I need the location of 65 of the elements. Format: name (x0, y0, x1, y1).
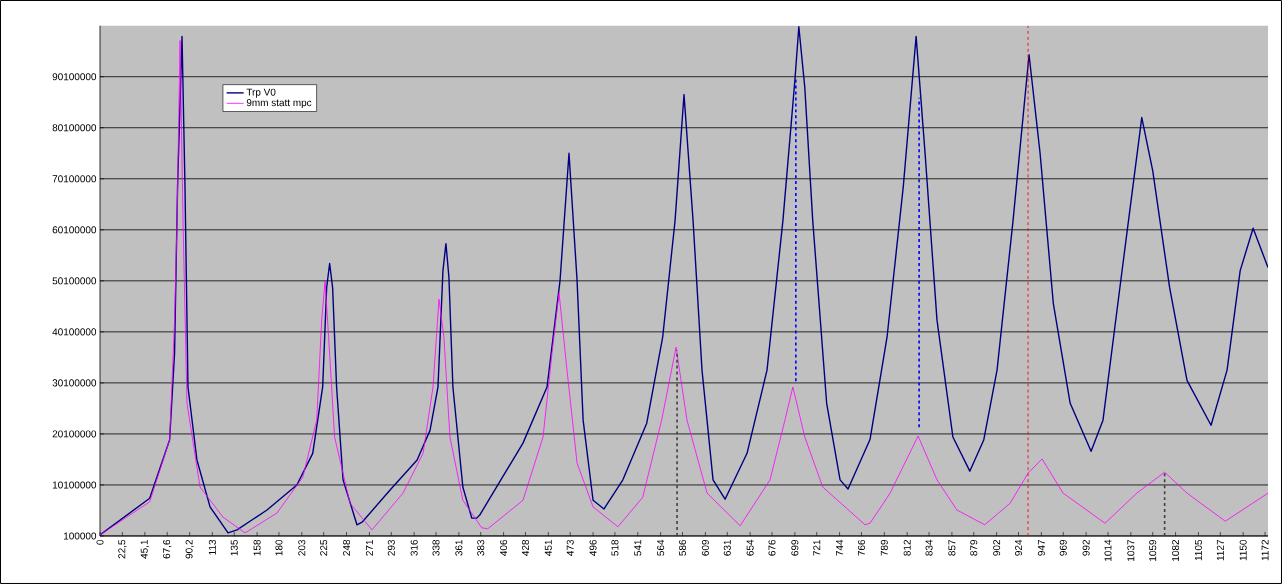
x-tick-label: 316 (410, 539, 418, 556)
x-tick-label: 1105 (1194, 539, 1202, 561)
x-tick-label: 541 (634, 539, 642, 556)
y-tick-label: 90100000 (52, 73, 97, 81)
x-tick-label: 947 (1037, 540, 1045, 556)
x-tick-label: 924 (1014, 539, 1023, 556)
x-tick-label: 180 (275, 539, 283, 556)
x-tick-label: 225 (320, 539, 328, 556)
x-tick-label: 1014 (1104, 539, 1112, 561)
x-tick-label: 969 (1059, 539, 1067, 556)
x-tick-label: 609 (701, 539, 709, 556)
legend-label: Trp V0 (246, 88, 276, 98)
x-tick-label: 113 (208, 539, 216, 555)
x-tick-label: 428 (521, 539, 529, 556)
x-tick-label: 902 (993, 540, 1001, 556)
y-tick-label: 50100000 (52, 277, 97, 285)
x-tick-label: 1037 (1127, 540, 1135, 561)
x-tick-label: 22,5 (118, 539, 127, 559)
y-tick-label: 70100000 (52, 175, 97, 183)
x-tick-label: 518 (611, 539, 619, 556)
x-tick-label: 766 (857, 539, 865, 556)
x-tick-label: 1127 (1216, 540, 1224, 561)
x-tick-label: 293 (387, 539, 395, 556)
x-tick-label: 631 (723, 539, 731, 556)
x-tick-label: 834 (925, 539, 933, 556)
x-tick-label: 473 (566, 539, 574, 556)
x-tick-label: 879 (970, 539, 978, 556)
y-tick-label: 80100000 (52, 124, 97, 132)
x-tick-label: 496 (589, 539, 597, 556)
y-tick-label: 100000 (64, 532, 97, 540)
x-tick-label: 564 (657, 539, 665, 556)
x-tick-label: 383 (477, 539, 485, 556)
x-tick-label: 586 (679, 539, 687, 556)
x-tick-label: 1082 (1172, 540, 1180, 561)
x-tick-label: 812 (903, 540, 911, 556)
x-tick-label: 676 (768, 539, 776, 556)
x-tick-label: 158 (253, 539, 261, 556)
x-tick-label: 992 (1082, 540, 1090, 556)
x-tick-label: 338 (432, 539, 440, 556)
x-tick-label: 1059 (1149, 539, 1157, 561)
x-tick-label: 90,2 (185, 540, 194, 559)
x-tick-label: 699 (791, 539, 799, 556)
y-tick-label: 10100000 (52, 481, 97, 489)
y-tick-label: 30100000 (52, 379, 97, 387)
x-tick-label: 135 (230, 539, 238, 556)
x-tick-label: 744 (836, 539, 844, 556)
x-tick-label: 857 (948, 540, 956, 556)
x-tick-label: 361 (455, 539, 463, 556)
x-tick-label: 1172 (1261, 540, 1269, 561)
x-tick-label: 1150 (1239, 539, 1247, 561)
y-tick-label: 40100000 (52, 328, 97, 336)
x-tick-label: 203 (298, 539, 306, 556)
x-tick-label: 406 (500, 539, 508, 556)
x-tick-label: 67,6 (163, 539, 172, 559)
x-tick-label: 654 (746, 539, 754, 556)
x-tick-label: 271 (365, 539, 373, 556)
y-tick-label: 60100000 (52, 226, 97, 234)
x-tick-label: 789 (880, 539, 888, 556)
x-tick-label: 721 (813, 539, 821, 556)
x-tick-label: 0 (96, 539, 104, 545)
x-tick-label: 451 (544, 539, 552, 556)
y-tick-label: 20100000 (52, 430, 97, 438)
legend-label: 9mm statt mpc (246, 99, 312, 109)
x-tick-label: 45,1 (140, 539, 149, 559)
x-tick-label: 248 (343, 539, 351, 556)
